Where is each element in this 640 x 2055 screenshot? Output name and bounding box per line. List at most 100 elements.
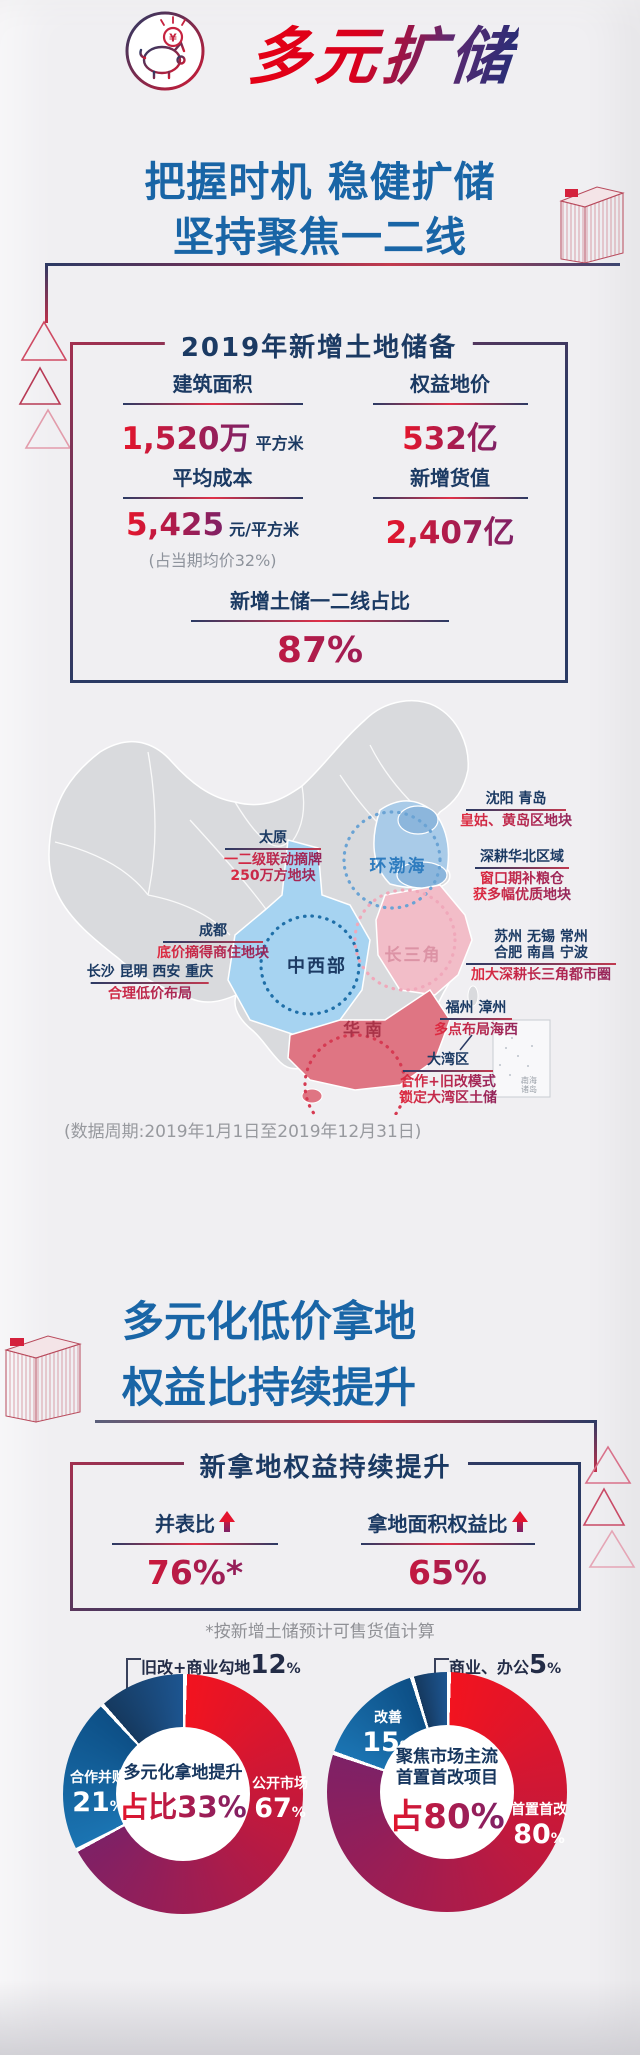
stat-value: 87% [170,630,470,671]
stat-consolidation-ratio: 并表比 76%* [110,1508,280,1592]
note-title: 深耕华北区域 [480,849,564,865]
donut-center-text: 多元化拿地提升 [123,1762,243,1783]
building-illustration-top [559,186,625,264]
callout-leader-line [126,1658,141,1690]
donut2-callout: 商业、办公5% [449,1650,561,1680]
south-sea-inset-label: 南海诸岛 [521,1076,537,1094]
segment-name: 合作并购 [70,1770,126,1786]
region-label-central-west: 中西部 [287,956,347,977]
callout-value: 12 [250,1650,287,1680]
donut-center-value: 占比33% [119,1784,246,1826]
note-underline [475,867,569,869]
stat-value: 1,520万 [121,421,251,457]
stat-value: 2,407亿 [385,515,515,551]
stat-label: 权益地价 [410,372,490,396]
segment-name: 首置首改 [511,1802,567,1818]
note-line: 合作+旧改模式 [400,1074,496,1090]
note-line: 多点布局海西 [434,1022,518,1038]
stat-label: 平均成本 [172,466,253,490]
equity-footnote: *按新增土储预计可售货值计算 [205,1622,435,1642]
segment-percent: % [291,1805,306,1821]
note-title: 沈阳 青岛 [485,791,547,807]
segment-name: 改善 [374,1710,402,1726]
donut1-callout: 旧改+商业勾地12% [141,1650,301,1680]
stat-value: 65% [355,1553,540,1592]
map-note-north-china: 深耕华北区域 窗口期补粮仓 获多幅优质地块 [473,849,571,903]
stat-note: (占当期均价32%) [148,551,277,570]
stat-underline [122,497,303,499]
bay-leader-line [459,1034,473,1051]
bottom-shadow [0,1980,640,2055]
region-label-yangtze: 长三角 [384,945,442,966]
note-line: 一二级联动摘牌 [224,852,322,868]
stat-label: 并表比 [155,1512,215,1536]
note-underline [466,963,616,965]
region-label-south: 华南 [343,1020,387,1041]
triangle-decoration-left [18,320,72,449]
note-line: 锁定大湾区土储 [399,1090,497,1106]
note-line: 底价摘得商住地块 [157,945,269,961]
stat-underline [360,1543,535,1545]
circle-bohai [342,810,442,910]
section1-heading-line2: 坚持聚焦一二线 [173,213,467,261]
region-south-china [287,988,451,1091]
callout-label: 商业、办公 [449,1658,530,1677]
divider-corner-2 [594,1420,597,1472]
divider-corner-1 [45,263,48,323]
donut-center-value: 占80% [389,1789,504,1838]
section2-heading-line2: 权益比持续提升 [122,1363,417,1412]
note-title: 大湾区 [427,1052,469,1068]
note-title: 福州 漳州 [445,1000,507,1016]
divider-line-1 [45,263,620,266]
stat-unit: 平方米 [255,434,304,453]
callout-percent: % [547,1661,562,1677]
note-title: 合肥 南昌 宁波 [494,945,588,961]
map-note-taiyuan: 太原 一二级联动摘牌 250万方地块 [224,830,322,884]
stat-building-area: 建筑面积 1,520万 平方米 [110,368,315,458]
stat-underline [372,497,528,499]
up-arrow-icon [511,1511,528,1534]
donut-center: 多元化拿地提升 占比33% [116,1727,250,1861]
note-title: 成都 [199,923,227,939]
note-underline [466,809,566,811]
note-title: 苏州 无锡 常州 [494,929,588,945]
note-title: 太原 [259,830,287,846]
up-arrow-icon [219,1511,235,1534]
callout-percent: % [286,1661,301,1677]
stat-underline [112,1543,278,1545]
equity-box: 新拿地权益持续提升 [70,1447,581,1611]
note-line: 窗口期补粮仓 [473,871,571,887]
stat-average-cost: 平均成本 5,425 元/平方米 (占当期均价32%) [110,462,315,571]
segment-value: 21 [72,1787,110,1818]
note-underline [91,982,209,984]
china-map [48,699,551,1115]
stat-value: 5,425 [125,507,225,543]
data-period-note: (数据周期:2019年1月1日至2019年12月31日) [64,1122,422,1142]
stat-value: 532亿 [402,421,498,457]
stat-label: 拿地面积权益比 [367,1512,508,1536]
stat-underline [122,403,303,405]
building-illustration-left [4,1335,82,1423]
stat-underline [372,403,528,405]
stat-label: 建筑面积 [172,372,253,396]
stat-underline [191,620,449,622]
segment-label-first-home: 首置首改 80% [505,1802,573,1850]
taiwan-island [467,985,479,1007]
note-underline [163,941,263,943]
header: ¥ 多元扩储 [0,6,640,96]
region-label-bohai: 环渤海 [369,856,427,877]
note-title: 长沙 昆明 西安 重庆 [86,964,214,980]
callout-label: 旧改+商业勾地 [141,1658,251,1677]
note-line: 获多幅优质地块 [473,887,571,903]
stat-tier12-share: 新增土储一二线占比 87% [170,585,470,671]
segment-value: 80 [513,1819,551,1850]
south-sea-inset [492,1019,551,1098]
map-note-changsha: 长沙 昆明 西安 重庆 合理低价布局 [87,964,214,1002]
donut-chart-land-acquisition: 合作并购 21% 公开市场 67% 多元化拿地提升 占比33% [63,1674,308,1914]
svg-text:¥: ¥ [169,32,177,45]
segment-percent: % [550,1831,565,1847]
donut-center-text: 首置首改项目 [396,1767,498,1788]
note-line: 加大深耕长三角都市圈 [466,967,616,983]
note-underline [440,1018,512,1020]
donut-center: 聚焦市场主流 首置首改项目 占80% [380,1725,514,1859]
